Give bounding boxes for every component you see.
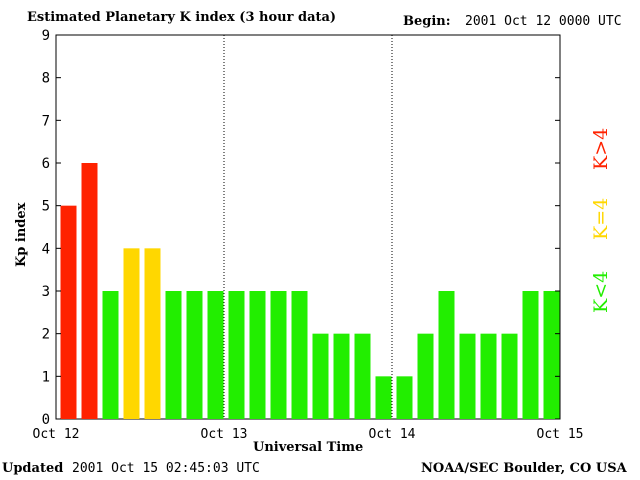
kp-bar [501, 333, 518, 419]
legend-low: K<4 [590, 270, 612, 313]
y-tick-label: 0 [42, 412, 50, 428]
kp-bar [438, 291, 455, 419]
kp-bar [102, 291, 119, 419]
kp-bar [270, 291, 287, 419]
kp-bar [333, 333, 350, 419]
kp-bar [480, 333, 497, 419]
source-credit: NOAA/SEC Boulder, CO USA [421, 461, 627, 476]
begin-value: 2001 Oct 12 0000 UTC [465, 14, 622, 29]
begin-label: Begin: [403, 14, 451, 29]
y-tick-label: 3 [42, 284, 50, 300]
y-tick-label: 6 [42, 156, 50, 172]
kp-bar [228, 291, 245, 419]
kp-bar [354, 333, 371, 419]
kp-bar [123, 248, 140, 419]
chart-title: Estimated Planetary K index (3 hour data… [27, 10, 337, 25]
kp-bar [144, 248, 161, 419]
x-tick-label: Oct 14 [369, 427, 416, 442]
y-tick-label: 2 [42, 327, 50, 343]
plot-frame [55, 34, 561, 420]
y-tick-label: 7 [42, 113, 50, 129]
x-tick-label: Oct 13 [201, 427, 248, 442]
kp-bar [543, 291, 560, 419]
updated-value: 2001 Oct 15 02:45:03 UTC [72, 461, 260, 476]
y-tick-label: 5 [42, 199, 50, 215]
kp-bar [207, 291, 224, 419]
legend-high: K>4 [590, 127, 612, 170]
x-tick-label: Oct 15 [537, 427, 584, 442]
updated-label: Updated [2, 461, 64, 476]
kp-bar [396, 376, 413, 419]
x-axis-label: Universal Time [253, 440, 364, 455]
kp-bar [291, 291, 308, 419]
legend-equal: K=4 [590, 197, 612, 240]
y-axis-label: Kp index [14, 202, 29, 267]
kp-bar [312, 333, 329, 419]
kp-bar [81, 163, 98, 419]
kp-bar [417, 333, 434, 419]
y-tick-label: 4 [42, 241, 50, 257]
kp-bar [186, 291, 203, 419]
kp-bar [165, 291, 182, 419]
y-tick-label: 8 [42, 71, 50, 87]
kp-bar [60, 205, 77, 419]
y-tick-label: 1 [42, 369, 50, 385]
y-tick-label: 9 [42, 28, 50, 44]
x-tick-label: Oct 12 [33, 427, 80, 442]
kp-bar [375, 376, 392, 419]
kp-bar [522, 291, 539, 419]
kp-bar [459, 333, 476, 419]
kp-bar [249, 291, 266, 419]
